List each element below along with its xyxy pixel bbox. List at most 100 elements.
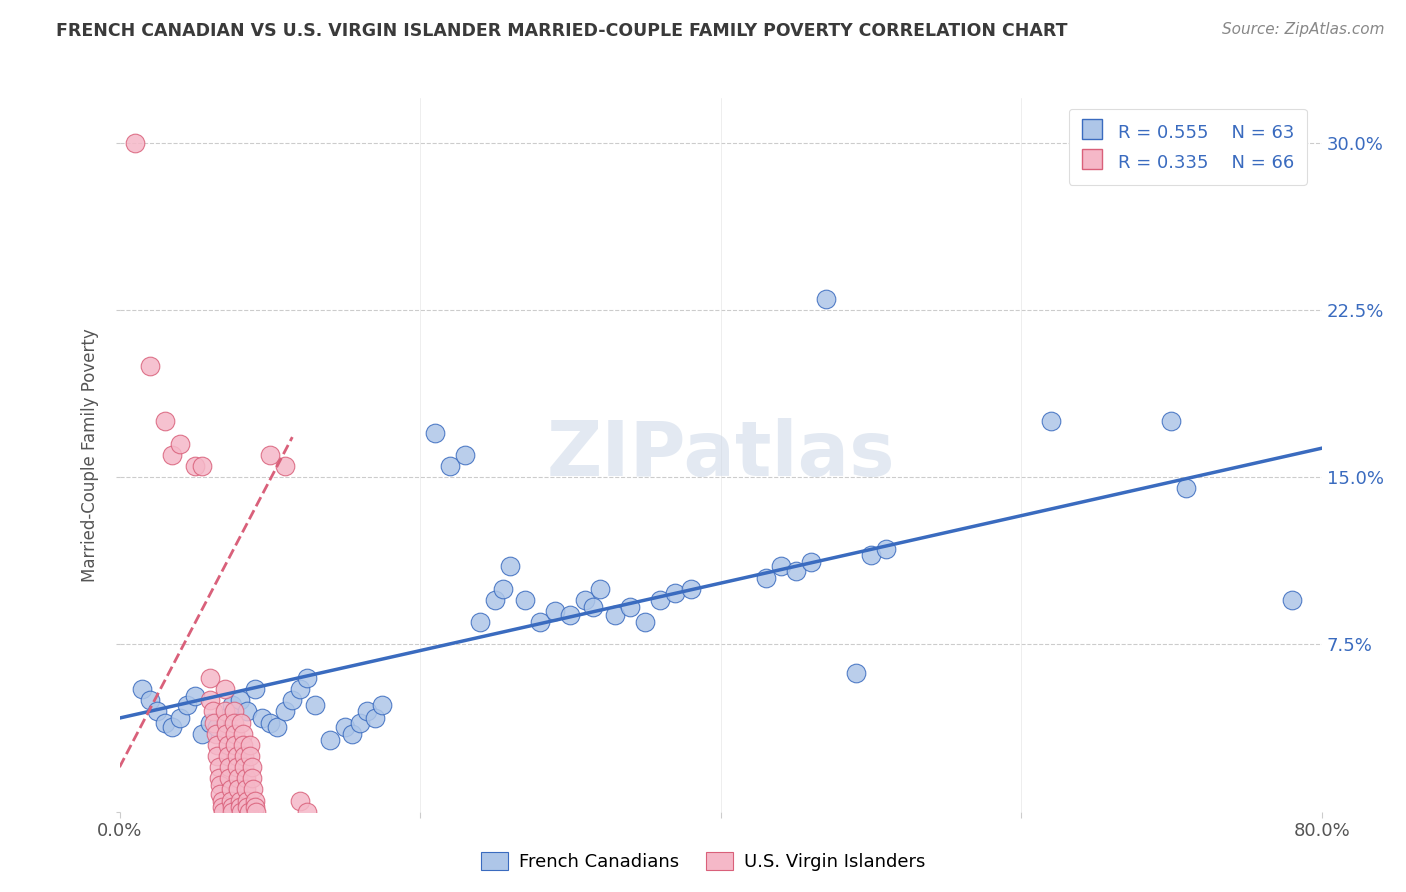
French Canadians xyxy=(664,586,686,600)
French Canadians xyxy=(214,711,236,725)
U.S. Virgin Islanders xyxy=(235,782,257,797)
U.S. Virgin Islanders xyxy=(222,715,245,730)
French Canadians xyxy=(468,615,492,630)
French Canadians xyxy=(221,698,243,712)
French Canadians xyxy=(319,733,342,747)
French Canadians xyxy=(1281,592,1303,607)
U.S. Virgin Islanders xyxy=(209,778,232,792)
U.S. Virgin Islanders xyxy=(240,760,263,774)
U.S. Virgin Islanders xyxy=(205,749,228,764)
U.S. Virgin Islanders xyxy=(212,805,235,819)
French Canadians xyxy=(252,711,274,725)
U.S. Virgin Islanders xyxy=(221,800,243,814)
U.S. Virgin Islanders xyxy=(231,715,253,730)
French Canadians xyxy=(356,705,378,719)
U.S. Virgin Islanders xyxy=(198,671,221,685)
French Canadians xyxy=(349,715,371,730)
U.S. Virgin Islanders xyxy=(218,771,240,786)
French Canadians xyxy=(297,671,319,685)
U.S. Virgin Islanders xyxy=(225,760,247,774)
U.S. Virgin Islanders xyxy=(288,794,311,808)
French Canadians xyxy=(364,711,387,725)
French Canadians xyxy=(515,592,537,607)
Y-axis label: Married-Couple Family Poverty: Married-Couple Family Poverty xyxy=(82,328,100,582)
French Canadians xyxy=(228,693,252,707)
French Canadians xyxy=(800,555,823,569)
U.S. Virgin Islanders xyxy=(224,726,246,740)
U.S. Virgin Islanders xyxy=(228,794,252,808)
U.S. Virgin Islanders xyxy=(208,771,231,786)
French Canadians xyxy=(342,726,364,740)
French Canadians xyxy=(371,698,394,712)
French Canadians xyxy=(183,689,205,703)
U.S. Virgin Islanders xyxy=(238,805,260,819)
U.S. Virgin Islanders xyxy=(225,749,247,764)
French Canadians xyxy=(138,693,160,707)
French Canadians xyxy=(274,705,297,719)
French Canadians xyxy=(785,564,807,578)
French Canadians xyxy=(845,666,868,681)
U.S. Virgin Islanders xyxy=(274,459,297,474)
U.S. Virgin Islanders xyxy=(235,771,257,786)
French Canadians xyxy=(304,698,326,712)
French Canadians xyxy=(484,592,506,607)
French Canadians xyxy=(492,582,515,596)
French Canadians xyxy=(544,604,567,618)
French Canadians xyxy=(1040,414,1063,429)
U.S. Virgin Islanders xyxy=(224,738,246,752)
French Canadians xyxy=(859,548,882,563)
U.S. Virgin Islanders xyxy=(201,705,224,719)
French Canadians xyxy=(146,705,169,719)
U.S. Virgin Islanders xyxy=(236,794,259,808)
French Canadians xyxy=(439,459,461,474)
French Canadians xyxy=(605,608,627,623)
French Canadians xyxy=(176,698,198,712)
French Canadians xyxy=(191,726,214,740)
French Canadians xyxy=(243,681,266,696)
U.S. Virgin Islanders xyxy=(226,771,249,786)
French Canadians xyxy=(499,559,522,574)
U.S. Virgin Islanders xyxy=(217,749,239,764)
U.S. Virgin Islanders xyxy=(231,805,253,819)
Legend: French Canadians, U.S. Virgin Islanders: French Canadians, U.S. Virgin Islanders xyxy=(474,845,932,879)
French Canadians xyxy=(236,705,259,719)
U.S. Virgin Islanders xyxy=(233,760,256,774)
French Canadians xyxy=(423,425,446,440)
U.S. Virgin Islanders xyxy=(208,760,231,774)
French Canadians xyxy=(650,592,672,607)
U.S. Virgin Islanders xyxy=(236,800,259,814)
U.S. Virgin Islanders xyxy=(226,782,249,797)
French Canadians xyxy=(1160,414,1182,429)
U.S. Virgin Islanders xyxy=(153,414,176,429)
U.S. Virgin Islanders xyxy=(232,726,254,740)
French Canadians xyxy=(281,693,304,707)
U.S. Virgin Islanders xyxy=(242,782,264,797)
U.S. Virgin Islanders xyxy=(169,436,191,450)
Legend: R = 0.555    N = 63, R = 0.335    N = 66: R = 0.555 N = 63, R = 0.335 N = 66 xyxy=(1069,109,1306,185)
French Canadians xyxy=(169,711,191,725)
U.S. Virgin Islanders xyxy=(232,738,254,752)
U.S. Virgin Islanders xyxy=(202,715,225,730)
French Canadians xyxy=(755,571,778,585)
French Canadians xyxy=(634,615,657,630)
U.S. Virgin Islanders xyxy=(214,705,236,719)
U.S. Virgin Islanders xyxy=(219,794,242,808)
U.S. Virgin Islanders xyxy=(215,726,238,740)
U.S. Virgin Islanders xyxy=(211,800,233,814)
U.S. Virgin Islanders xyxy=(218,760,240,774)
French Canadians xyxy=(205,720,228,734)
French Canadians xyxy=(333,720,356,734)
Text: FRENCH CANADIAN VS U.S. VIRGIN ISLANDER MARRIED-COUPLE FAMILY POVERTY CORRELATIO: FRENCH CANADIAN VS U.S. VIRGIN ISLANDER … xyxy=(56,22,1067,40)
U.S. Virgin Islanders xyxy=(240,771,263,786)
U.S. Virgin Islanders xyxy=(243,800,266,814)
U.S. Virgin Islanders xyxy=(191,459,214,474)
French Canadians xyxy=(679,582,702,596)
French Canadians xyxy=(769,559,792,574)
U.S. Virgin Islanders xyxy=(204,726,226,740)
French Canadians xyxy=(529,615,551,630)
French Canadians xyxy=(560,608,582,623)
French Canadians xyxy=(198,715,221,730)
U.S. Virgin Islanders xyxy=(221,805,243,819)
U.S. Virgin Islanders xyxy=(245,805,267,819)
French Canadians xyxy=(574,592,596,607)
